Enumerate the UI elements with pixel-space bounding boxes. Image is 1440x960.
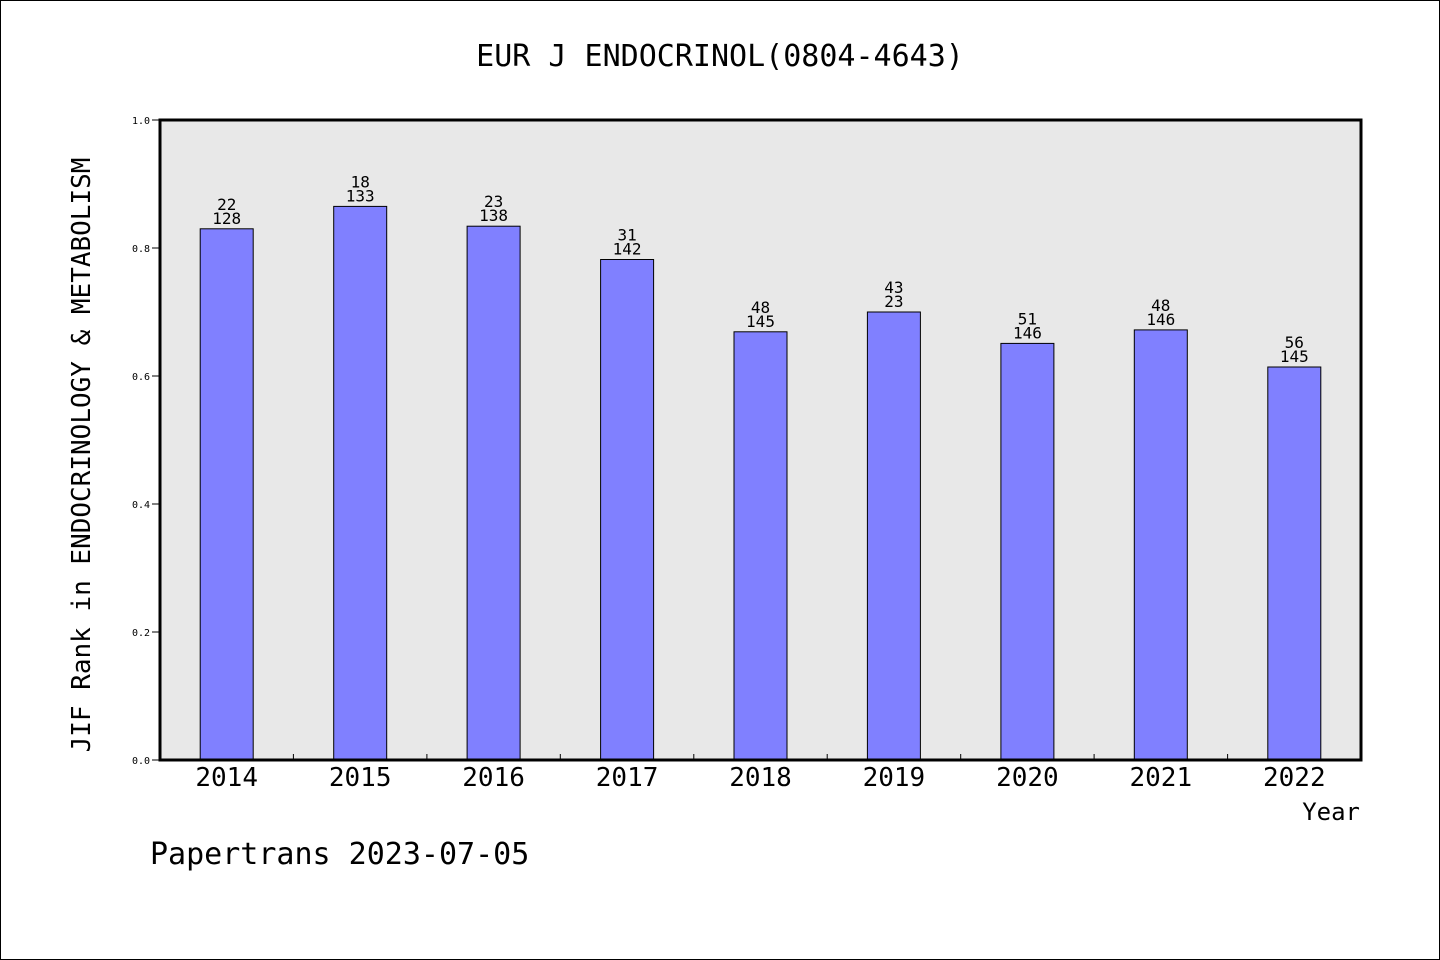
x-tick-label-2019: 2019: [863, 763, 926, 793]
bar-2015: [333, 205, 388, 761]
y-axis-ticks: 0.0 0.2 0.4 0.6 0.8 1.0: [132, 116, 160, 767]
y-axis-label: JIF Rank in ENDOCRINOLOGY & METABOLISM: [67, 158, 97, 753]
bar-total-label-2020: 146: [1013, 323, 1042, 342]
x-tick-label-2022: 2022: [1263, 763, 1326, 793]
bar-2016: [466, 225, 521, 761]
bar-rank-label-2020: 51: [1018, 309, 1037, 328]
bar-2017: [600, 259, 655, 761]
bar-rank-label-2015: 18: [351, 172, 370, 191]
bar-2014: [199, 228, 254, 761]
bar-rank-label-2016: 23: [484, 192, 503, 211]
bar-total-label-2017: 142: [613, 240, 642, 259]
y-tick-label: 0.4: [132, 500, 150, 511]
bar-2021: [1133, 329, 1188, 761]
bar-rank-label-2018: 48: [751, 298, 770, 317]
bar-total-label-2019: 23: [884, 292, 903, 311]
bar-total-label-2022: 145: [1280, 347, 1309, 366]
footer-stamp: Papertrans 2023-07-05: [150, 837, 529, 872]
bars: [199, 205, 1322, 761]
x-axis-label: Year: [1302, 798, 1360, 826]
x-tick-label-2016: 2016: [462, 763, 525, 793]
y-tick-label: 0.8: [132, 244, 150, 255]
x-tick-label-2018: 2018: [729, 763, 792, 793]
bar-rank-label-2019: 43: [884, 278, 903, 297]
bar-rank-label-2017: 31: [617, 226, 636, 245]
bar-rank-label-2022: 56: [1285, 333, 1304, 352]
x-tick-label-2020: 2020: [996, 763, 1059, 793]
bar-total-label-2018: 145: [746, 312, 775, 331]
bar-2020: [1000, 342, 1055, 761]
chart-title: EUR J ENDOCRINOL(0804-4643): [476, 39, 964, 74]
x-tick-label-2015: 2015: [329, 763, 392, 793]
y-tick-label: 0.2: [132, 628, 150, 639]
bar-total-label-2014: 128: [212, 209, 241, 228]
plot-border: [158, 118, 1363, 762]
bar-total-label-2015: 133: [346, 186, 375, 205]
bar-rank-label-2014: 22: [217, 195, 236, 214]
bar-total-label-2016: 138: [479, 206, 508, 225]
bar-total-label-2021: 146: [1146, 310, 1175, 329]
bar-2022: [1267, 366, 1322, 761]
x-tick-label-2021: 2021: [1129, 763, 1192, 793]
y-tick-label: 1.0: [132, 116, 150, 127]
x-axis-ticks: 2014 2015 2016 2017 2018 2019 2020 2021 2022: [195, 754, 1326, 793]
x-tick-label-2017: 2017: [596, 763, 659, 793]
x-tick-label-2014: 2014: [195, 763, 258, 793]
bar-rank-label-2021: 48: [1151, 296, 1170, 315]
y-tick-label: 0.0: [132, 756, 150, 767]
bar-2019: [866, 311, 921, 761]
bar-2018: [733, 331, 788, 761]
y-tick-label: 0.6: [132, 372, 150, 383]
